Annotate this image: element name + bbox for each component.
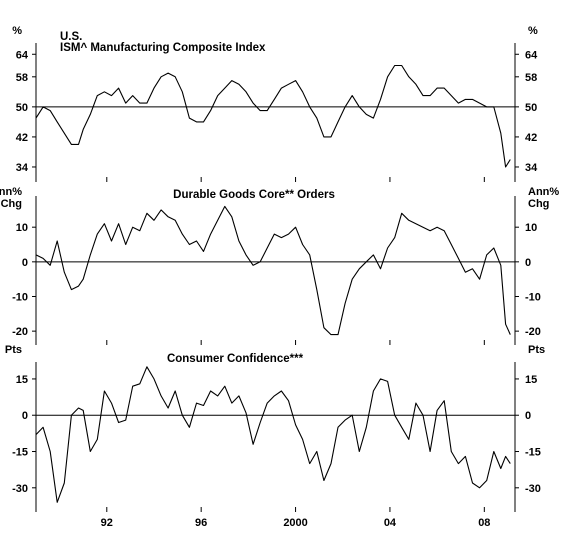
y-tick-label-right: 34 (525, 162, 538, 174)
x-tick-label: 08 (478, 517, 490, 529)
y-tick-label-right: 15 (525, 374, 537, 386)
y-tick-label-left: 0 (22, 257, 28, 269)
x-tick-label: 04 (384, 517, 397, 529)
chart-title: Consumer Confidence*** (167, 353, 304, 365)
y-tick-label-right: 58 (525, 72, 537, 84)
x-tick-label: 96 (195, 517, 207, 529)
y-tick-label-left: 58 (16, 72, 28, 84)
y-tick-label-right: 42 (525, 132, 537, 144)
y-tick-label-left: 64 (16, 49, 29, 61)
series-line (35, 64, 511, 168)
unit-label-left: Chg (1, 198, 22, 210)
y-tick-label-right: 64 (525, 49, 538, 61)
unit-label-right: Chg (528, 198, 549, 210)
y-tick-label-left: 10 (16, 222, 28, 234)
unit-label-right: % (528, 25, 538, 37)
y-tick-label-left: -10 (12, 291, 28, 303)
x-tick-label: 92 (101, 517, 113, 529)
chart-title: ISM^ Manufacturing Composite Index (60, 42, 266, 54)
y-tick-label-left: 0 (22, 410, 28, 422)
unit-label-right: Pts (528, 344, 545, 356)
y-tick-label-left: 50 (16, 102, 28, 114)
y-tick-label-left: 15 (16, 374, 28, 386)
y-tick-label-left: -30 (12, 483, 28, 495)
y-tick-label-right: 10 (525, 222, 537, 234)
y-tick-label-left: -15 (12, 447, 28, 459)
y-tick-label-right: -15 (525, 447, 541, 459)
y-tick-label-left: -20 (12, 326, 28, 338)
y-tick-label-right: 50 (525, 102, 537, 114)
unit-label-left: % (12, 25, 22, 37)
series-line (35, 205, 511, 336)
y-tick-label-left: 34 (16, 162, 29, 174)
series-line (35, 366, 511, 503)
y-tick-label-right: -30 (525, 483, 541, 495)
y-tick-label-left: 42 (16, 132, 28, 144)
unit-label-left: Pts (5, 344, 22, 356)
y-tick-label-right: -10 (525, 291, 541, 303)
unit-label-right: Ann% (528, 186, 559, 198)
y-tick-label-right: 0 (525, 257, 531, 269)
y-tick-label-right: 0 (525, 410, 531, 422)
y-tick-label-right: -20 (525, 326, 541, 338)
unit-label-left: Ann% (0, 186, 22, 198)
chart-title: Durable Goods Core** Orders (173, 189, 335, 201)
chart-title-line1: U.S. (60, 31, 82, 43)
x-tick-label: 2000 (283, 517, 307, 529)
